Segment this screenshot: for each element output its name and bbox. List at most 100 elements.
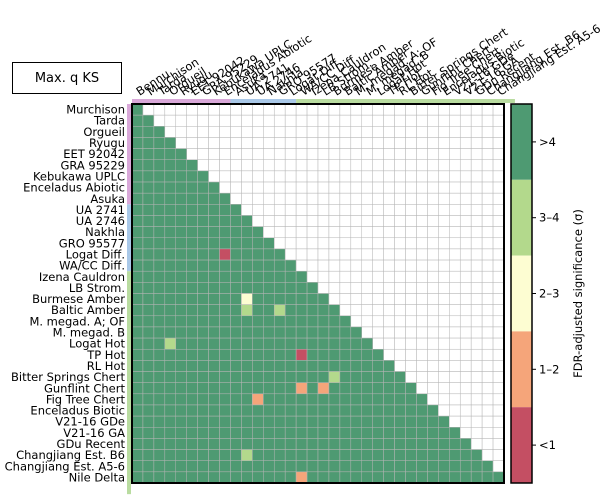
empty-cell	[481, 293, 494, 305]
heatmap-cell	[241, 282, 253, 294]
empty-cell	[372, 315, 384, 328]
empty-cell	[361, 226, 373, 239]
empty-cell	[427, 170, 439, 183]
heatmap-cell	[131, 248, 144, 261]
empty-cell	[438, 326, 450, 339]
heatmap-cell	[416, 460, 428, 473]
heatmap-cell	[295, 449, 308, 461]
heatmap-cell	[142, 460, 155, 473]
heatmap-cell	[164, 282, 177, 294]
empty-cell	[394, 326, 406, 339]
empty-cell	[350, 282, 363, 294]
row-label-ua-2741: UA 2741	[76, 203, 125, 217]
empty-cell	[164, 114, 177, 127]
heatmap-cell	[142, 393, 155, 406]
empty-cell	[481, 215, 494, 227]
empty-cell	[481, 348, 494, 361]
empty-cell	[481, 382, 494, 395]
heatmap-cell	[131, 427, 144, 439]
heatmap-cell	[284, 270, 297, 283]
empty-cell	[361, 270, 373, 283]
heatmap-cell	[284, 259, 297, 272]
heatmap-cell	[142, 348, 155, 361]
heatmap-cell	[273, 471, 286, 484]
heatmap-cell	[394, 460, 406, 473]
empty-cell	[339, 170, 352, 183]
empty-cell	[405, 215, 417, 227]
empty-cell	[197, 103, 209, 116]
empty-cell	[153, 114, 166, 127]
heatmap-cell	[317, 360, 330, 372]
empty-cell	[459, 159, 472, 172]
heatmap-cell	[153, 415, 166, 428]
heatmap-cell	[284, 337, 297, 350]
heatmap-cell	[153, 371, 166, 383]
heatmap-cell	[230, 449, 242, 461]
empty-cell	[383, 137, 395, 149]
heatmap-cell	[219, 348, 231, 361]
heatmap-cell	[175, 315, 187, 328]
heatmap-cell	[317, 460, 330, 473]
heatmap-cell	[142, 360, 155, 372]
empty-cell	[492, 137, 505, 149]
empty-cell	[383, 237, 395, 250]
empty-cell	[361, 282, 373, 294]
heatmap-cell	[230, 337, 242, 350]
heatmap-cell	[459, 449, 472, 461]
empty-cell	[492, 248, 505, 261]
heatmap-cell	[263, 270, 275, 283]
empty-cell	[263, 137, 275, 149]
empty-cell	[230, 159, 242, 172]
empty-cell	[492, 460, 505, 473]
empty-cell	[383, 348, 395, 361]
empty-cell	[470, 103, 483, 116]
heatmap-cell	[197, 226, 209, 239]
heatmap-cell	[230, 215, 242, 227]
heatmap-cell	[263, 438, 275, 450]
empty-cell	[241, 159, 253, 172]
empty-cell	[470, 114, 483, 127]
heatmap-cell	[438, 471, 450, 484]
heatmap-cell	[208, 360, 220, 372]
empty-cell	[394, 248, 406, 261]
empty-cell	[416, 237, 428, 250]
heatmap-cell	[175, 181, 187, 194]
empty-cell	[263, 192, 275, 205]
heatmap-cell	[197, 460, 209, 473]
heatmap-cell	[492, 471, 505, 484]
empty-cell	[230, 103, 242, 116]
empty-cell	[383, 304, 395, 317]
empty-cell	[459, 337, 472, 350]
colorbar: >4 3–4 2–3 1–2 <1 FDR-adjusted significance (…	[510, 103, 585, 484]
heatmap-cell	[273, 427, 286, 439]
empty-cell	[339, 148, 352, 160]
heatmap-cell	[416, 415, 428, 428]
heatmap-cell	[350, 449, 363, 461]
heatmap-cell	[131, 103, 144, 116]
heatmap-cell	[175, 237, 187, 250]
heatmap-cell	[153, 137, 166, 149]
empty-cell	[317, 282, 330, 294]
empty-cell	[372, 226, 384, 239]
heatmap-cell	[306, 404, 319, 417]
heatmap-cell	[219, 304, 231, 317]
heatmap-cell	[383, 460, 395, 473]
colorbar-segment	[511, 255, 532, 332]
empty-cell	[492, 415, 505, 428]
empty-cell	[273, 148, 286, 160]
heatmap-cell	[186, 192, 198, 205]
heatmap-cell	[405, 471, 417, 484]
heatmap-cell	[175, 304, 187, 317]
empty-cell	[208, 114, 220, 127]
heatmap-cell	[273, 382, 286, 395]
heatmap-cell	[317, 371, 330, 383]
heatmap-cell	[197, 326, 209, 339]
heatmap-cell	[175, 415, 187, 428]
empty-cell	[405, 114, 417, 127]
heatmap-cell	[306, 293, 319, 305]
heatmap-cell	[241, 326, 253, 339]
empty-cell	[339, 304, 352, 317]
heatmap-cell	[131, 259, 144, 272]
empty-cell	[492, 237, 505, 250]
heatmap-cell	[230, 304, 242, 317]
